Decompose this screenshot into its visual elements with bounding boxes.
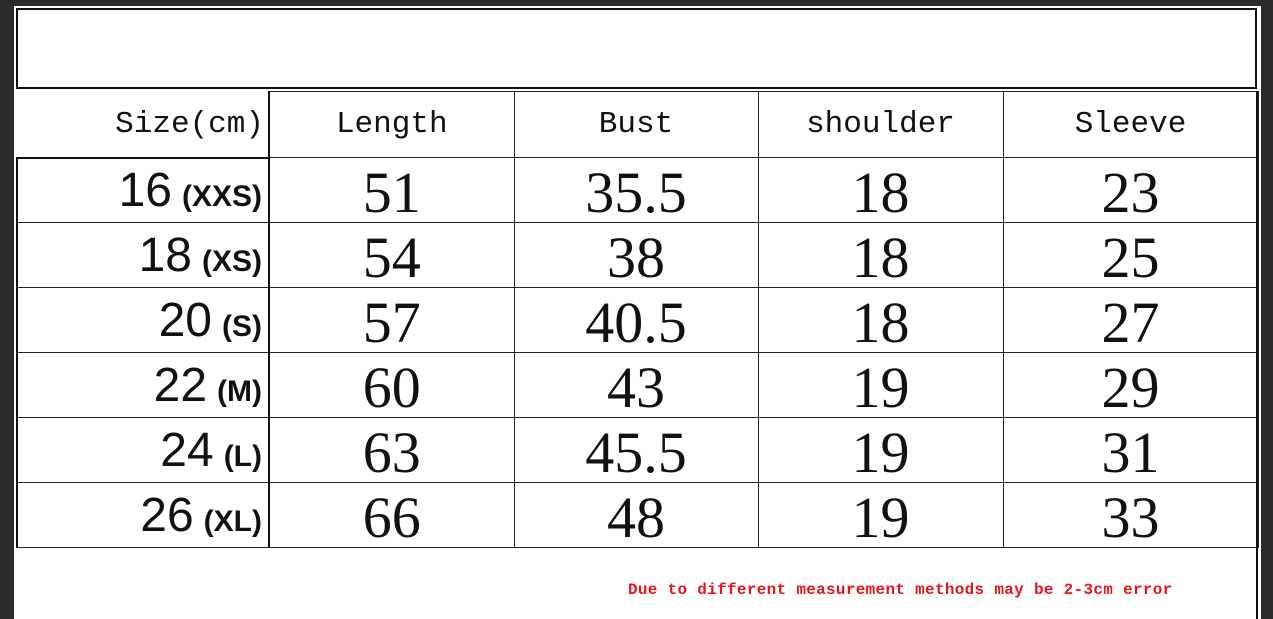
- bust-cell: 45.5: [513, 417, 759, 483]
- sleeve-cell: 31: [1002, 417, 1259, 483]
- table-row: 22 (M) 60 43 19 29: [16, 352, 1259, 418]
- sleeve-cell: 27: [1002, 287, 1259, 353]
- size-label: (L): [223, 439, 262, 473]
- size-number: 16: [118, 163, 172, 217]
- size-cell: 18 (XS): [16, 222, 270, 288]
- table-row: 24 (L) 63 45.5 19 31: [16, 417, 1259, 483]
- bust-cell: 35.5: [513, 157, 759, 223]
- size-label: (S): [222, 309, 262, 343]
- size-label: (M): [217, 374, 262, 408]
- table-row: 18 (XS) 54 38 18 25: [16, 222, 1259, 288]
- size-cell: 24 (L): [16, 417, 270, 483]
- sleeve-cell: 33: [1002, 482, 1259, 548]
- shoulder-cell: 19: [757, 417, 1004, 483]
- length-cell: 63: [268, 417, 515, 483]
- bust-cell: 38: [513, 222, 759, 288]
- shoulder-cell: 19: [757, 352, 1004, 418]
- size-number: 24: [160, 423, 214, 477]
- table-row: 20 (S) 57 40.5 18 27: [16, 287, 1259, 353]
- header-size: Size(cm): [17, 91, 270, 159]
- bust-cell: 43: [513, 352, 759, 418]
- size-cell: 20 (S): [16, 287, 270, 353]
- length-cell: 51: [268, 157, 515, 223]
- length-cell: 60: [268, 352, 515, 418]
- header-row: Size(cm) Length Bust shoulder Sleeve: [17, 91, 1259, 159]
- shoulder-cell: 18: [757, 222, 1004, 288]
- length-cell: 57: [268, 287, 515, 353]
- shoulder-cell: 18: [757, 157, 1004, 223]
- size-number: 26: [140, 488, 194, 542]
- size-number: 18: [138, 228, 192, 282]
- size-label: (XS): [202, 244, 262, 278]
- length-cell: 66: [268, 482, 515, 548]
- length-cell: 54: [268, 222, 515, 288]
- title-box: [16, 8, 1257, 89]
- bust-cell: 48: [513, 482, 759, 548]
- size-label: (XXS): [181, 179, 262, 213]
- shoulder-cell: 18: [757, 287, 1004, 353]
- bust-cell: 40.5: [513, 287, 759, 353]
- sleeve-cell: 29: [1002, 352, 1259, 418]
- size-cell: 16 (XXS): [16, 157, 270, 223]
- size-number: 22: [153, 358, 208, 412]
- table-row: 26 (XL) 66 48 19 33: [16, 482, 1259, 548]
- table-row: 16 (XXS) 51 35.5 18 23: [16, 157, 1259, 223]
- shoulder-cell: 19: [757, 482, 1004, 548]
- size-number: 20: [158, 293, 212, 347]
- header-sleeve: Sleeve: [1002, 91, 1259, 158]
- sleeve-cell: 23: [1002, 157, 1259, 223]
- header-length: Length: [268, 91, 515, 158]
- size-label: (XL): [203, 504, 262, 538]
- table-right-border: [1256, 91, 1258, 619]
- header-bust: Bust: [513, 91, 759, 158]
- sleeve-cell: 25: [1002, 222, 1259, 288]
- size-cell: 26 (XL): [16, 482, 270, 548]
- size-table: Size(cm) Length Bust shoulder Sleeve 16 (…: [16, 91, 1259, 548]
- size-cell: 22 (M): [16, 352, 270, 418]
- header-shoulder: shoulder: [757, 91, 1004, 158]
- measurement-note: Due to different measurement methods may…: [628, 581, 1173, 599]
